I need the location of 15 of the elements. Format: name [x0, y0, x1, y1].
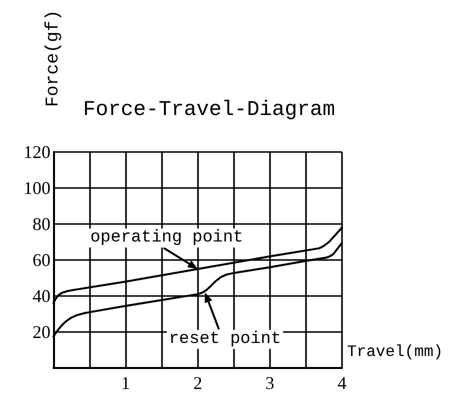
y-tick-label: 100	[24, 178, 50, 198]
y-tick-label: 80	[32, 214, 50, 234]
chart-title: Force-Travel-Diagram	[83, 99, 336, 122]
x-axis-title: Travel(mm)	[347, 343, 444, 361]
y-tick-label: 20	[32, 322, 50, 342]
y-tick-label: 40	[32, 286, 50, 306]
y-tick-label: 120	[24, 142, 50, 162]
x-tick-label: 1	[121, 373, 130, 393]
annotation: reset point	[168, 330, 282, 349]
x-tick-label: 3	[265, 373, 274, 393]
annotation: operating point	[90, 228, 244, 248]
x-tick-label: 2	[193, 373, 202, 393]
y-tick-label: 60	[32, 250, 50, 270]
x-tick-label: 4	[338, 373, 346, 393]
y-axis-title: Force(gf)	[44, 10, 64, 107]
